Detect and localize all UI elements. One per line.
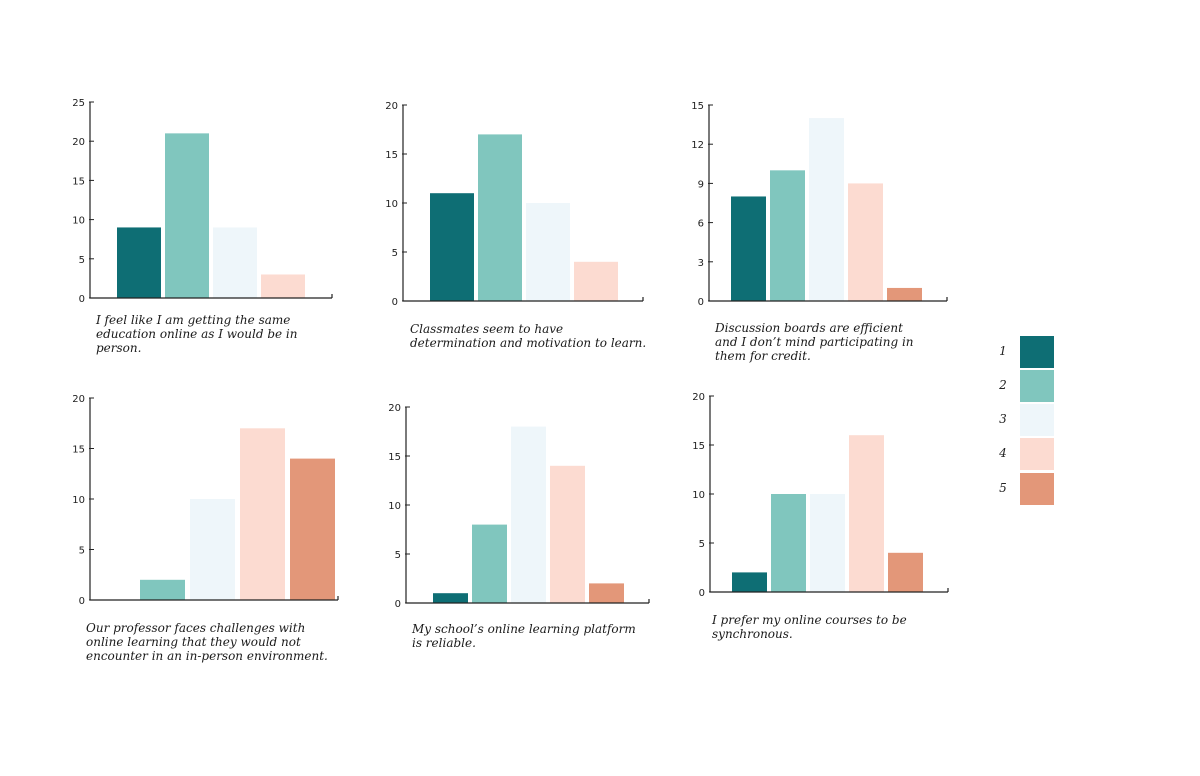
- y-tick-label-6-15: 15: [692, 441, 705, 452]
- y-tick-label-5-10: 10: [388, 501, 401, 512]
- y-tick-label-6-5: 5: [699, 539, 705, 550]
- bar-5-4: [550, 465, 585, 603]
- y-tick-label-3-0: 0: [698, 297, 704, 308]
- y-tick-label-3-15: 15: [691, 101, 704, 112]
- y-tick-label-1-15: 15: [72, 176, 85, 187]
- y-tick-label-6-10: 10: [692, 490, 705, 501]
- bar-4-2: [140, 579, 185, 600]
- y-tick-label-2-10: 10: [385, 199, 398, 210]
- y-tick-label-5-15: 15: [388, 452, 401, 463]
- bar-chart-5: 0 5 10 15 20: [388, 403, 650, 610]
- legend-item-3: 3: [995, 404, 1065, 436]
- y-tick-label-2-15: 15: [385, 150, 398, 161]
- legend-label-4: 4: [999, 446, 1007, 460]
- legend-item-5: 5: [995, 473, 1065, 505]
- bar-4-5: [290, 458, 335, 600]
- bar-2-3: [526, 203, 570, 301]
- bar-6-5: [888, 552, 923, 592]
- bar-chart-2: 0 5 10 15 20: [385, 101, 644, 308]
- y-tick-label-6-0: 0: [699, 588, 705, 599]
- bar-1-3: [213, 227, 257, 298]
- chart-caption-6: I prefer my online courses to be synchro…: [712, 613, 907, 641]
- y-tick-label-5-20: 20: [388, 403, 401, 414]
- legend-swatch-3: [1020, 404, 1054, 436]
- legend-label-1: 1: [999, 344, 1007, 358]
- legend: 1 2 3 4 5: [995, 336, 1065, 511]
- y-tick-label-4-15: 15: [72, 445, 85, 456]
- y-tick-label-2-20: 20: [385, 101, 398, 112]
- bar-3-1: [731, 196, 766, 301]
- legend-item-1: 1: [995, 336, 1065, 368]
- bar-3-2: [770, 170, 805, 301]
- chart-panel-5: 0 5 10 15 20 My school’s online learning pla…: [382, 402, 662, 662]
- y-tick-label-1-25: 25: [72, 98, 85, 109]
- legend-swatch-2: [1020, 370, 1054, 402]
- legend-item-4: 4: [995, 438, 1065, 470]
- bar-1-1: [117, 227, 161, 298]
- legend-label-3: 3: [999, 412, 1007, 426]
- bar-6-3: [810, 494, 845, 592]
- chart-caption-5: My school’s online learning platform is …: [412, 622, 636, 650]
- y-tick-label-4-20: 20: [72, 394, 85, 405]
- chart-caption-4: Our professor faces challenges with onli…: [86, 621, 328, 663]
- y-tick-label-4-0: 0: [79, 596, 85, 607]
- legend-swatch-5: [1020, 473, 1054, 505]
- bar-chart-3: 0 3 6 9 12 15: [691, 101, 948, 308]
- chart-panel-4: 0 5 10 15 20 Our professor faces challenges …: [70, 393, 360, 673]
- legend-swatch-4: [1020, 438, 1054, 470]
- y-tick-label-1-10: 10: [72, 216, 85, 227]
- y-tick-label-5-0: 0: [395, 599, 401, 610]
- bar-5-5: [589, 583, 624, 603]
- y-tick-label-3-6: 6: [698, 219, 704, 230]
- bar-3-4: [848, 183, 883, 301]
- bar-3-5: [887, 287, 922, 301]
- bar-5-1: [433, 593, 468, 603]
- legend-swatch-1: [1020, 336, 1054, 368]
- bar-1-4: [261, 274, 305, 298]
- y-tick-label-3-9: 9: [698, 179, 704, 190]
- bar-chart-6: 0 5 10 15 20: [692, 392, 949, 599]
- y-tick-label-3-12: 12: [691, 140, 704, 151]
- bar-2-1: [430, 193, 474, 301]
- bar-3-3: [809, 118, 844, 301]
- y-tick-label-4-5: 5: [79, 546, 85, 557]
- legend-label-5: 5: [999, 481, 1007, 495]
- bar-4-3: [190, 499, 235, 600]
- y-tick-label-6-20: 20: [692, 392, 705, 403]
- chart-panel-6: 0 5 10 15 20 I prefer my online courses to b…: [690, 392, 970, 652]
- chart-caption-3: Discussion boards are efficient and I do…: [715, 321, 914, 363]
- bar-4-4: [240, 428, 285, 600]
- chart-panel-2: 0 5 10 15 20 Classmates seem to have determi…: [380, 98, 660, 358]
- bar-5-2: [472, 524, 507, 603]
- legend-label-2: 2: [999, 378, 1007, 392]
- bar-chart-1: 0 5 10 15 20 25: [72, 98, 333, 305]
- y-tick-label-5-5: 5: [395, 550, 401, 561]
- chart-caption-2: Classmates seem to have determination an…: [410, 322, 647, 350]
- y-tick-label-2-0: 0: [392, 297, 398, 308]
- legend-item-2: 2: [995, 370, 1065, 402]
- bar-6-1: [732, 572, 767, 592]
- y-tick-label-1-0: 0: [79, 294, 85, 305]
- bar-6-4: [849, 435, 884, 592]
- chart-panel-1: 0 5 10 15 20 25 I feel like I am getting the …: [70, 95, 350, 355]
- bar-2-2: [478, 134, 522, 301]
- y-tick-label-3-3: 3: [698, 258, 704, 269]
- bar-5-3: [511, 426, 546, 603]
- bar-2-4: [574, 261, 618, 301]
- y-tick-label-4-10: 10: [72, 495, 85, 506]
- y-tick-label-1-20: 20: [72, 137, 85, 148]
- chart-panel-3: 0 3 6 9 12 15 Discussion boards are efficient…: [685, 98, 965, 368]
- bar-1-2: [165, 133, 209, 298]
- bar-chart-4: 0 5 10 15 20: [72, 394, 339, 607]
- chart-caption-1: I feel like I am getting the same educat…: [96, 313, 298, 355]
- bar-6-2: [771, 494, 806, 592]
- y-tick-label-2-5: 5: [392, 248, 398, 259]
- y-tick-label-1-5: 5: [79, 255, 85, 266]
